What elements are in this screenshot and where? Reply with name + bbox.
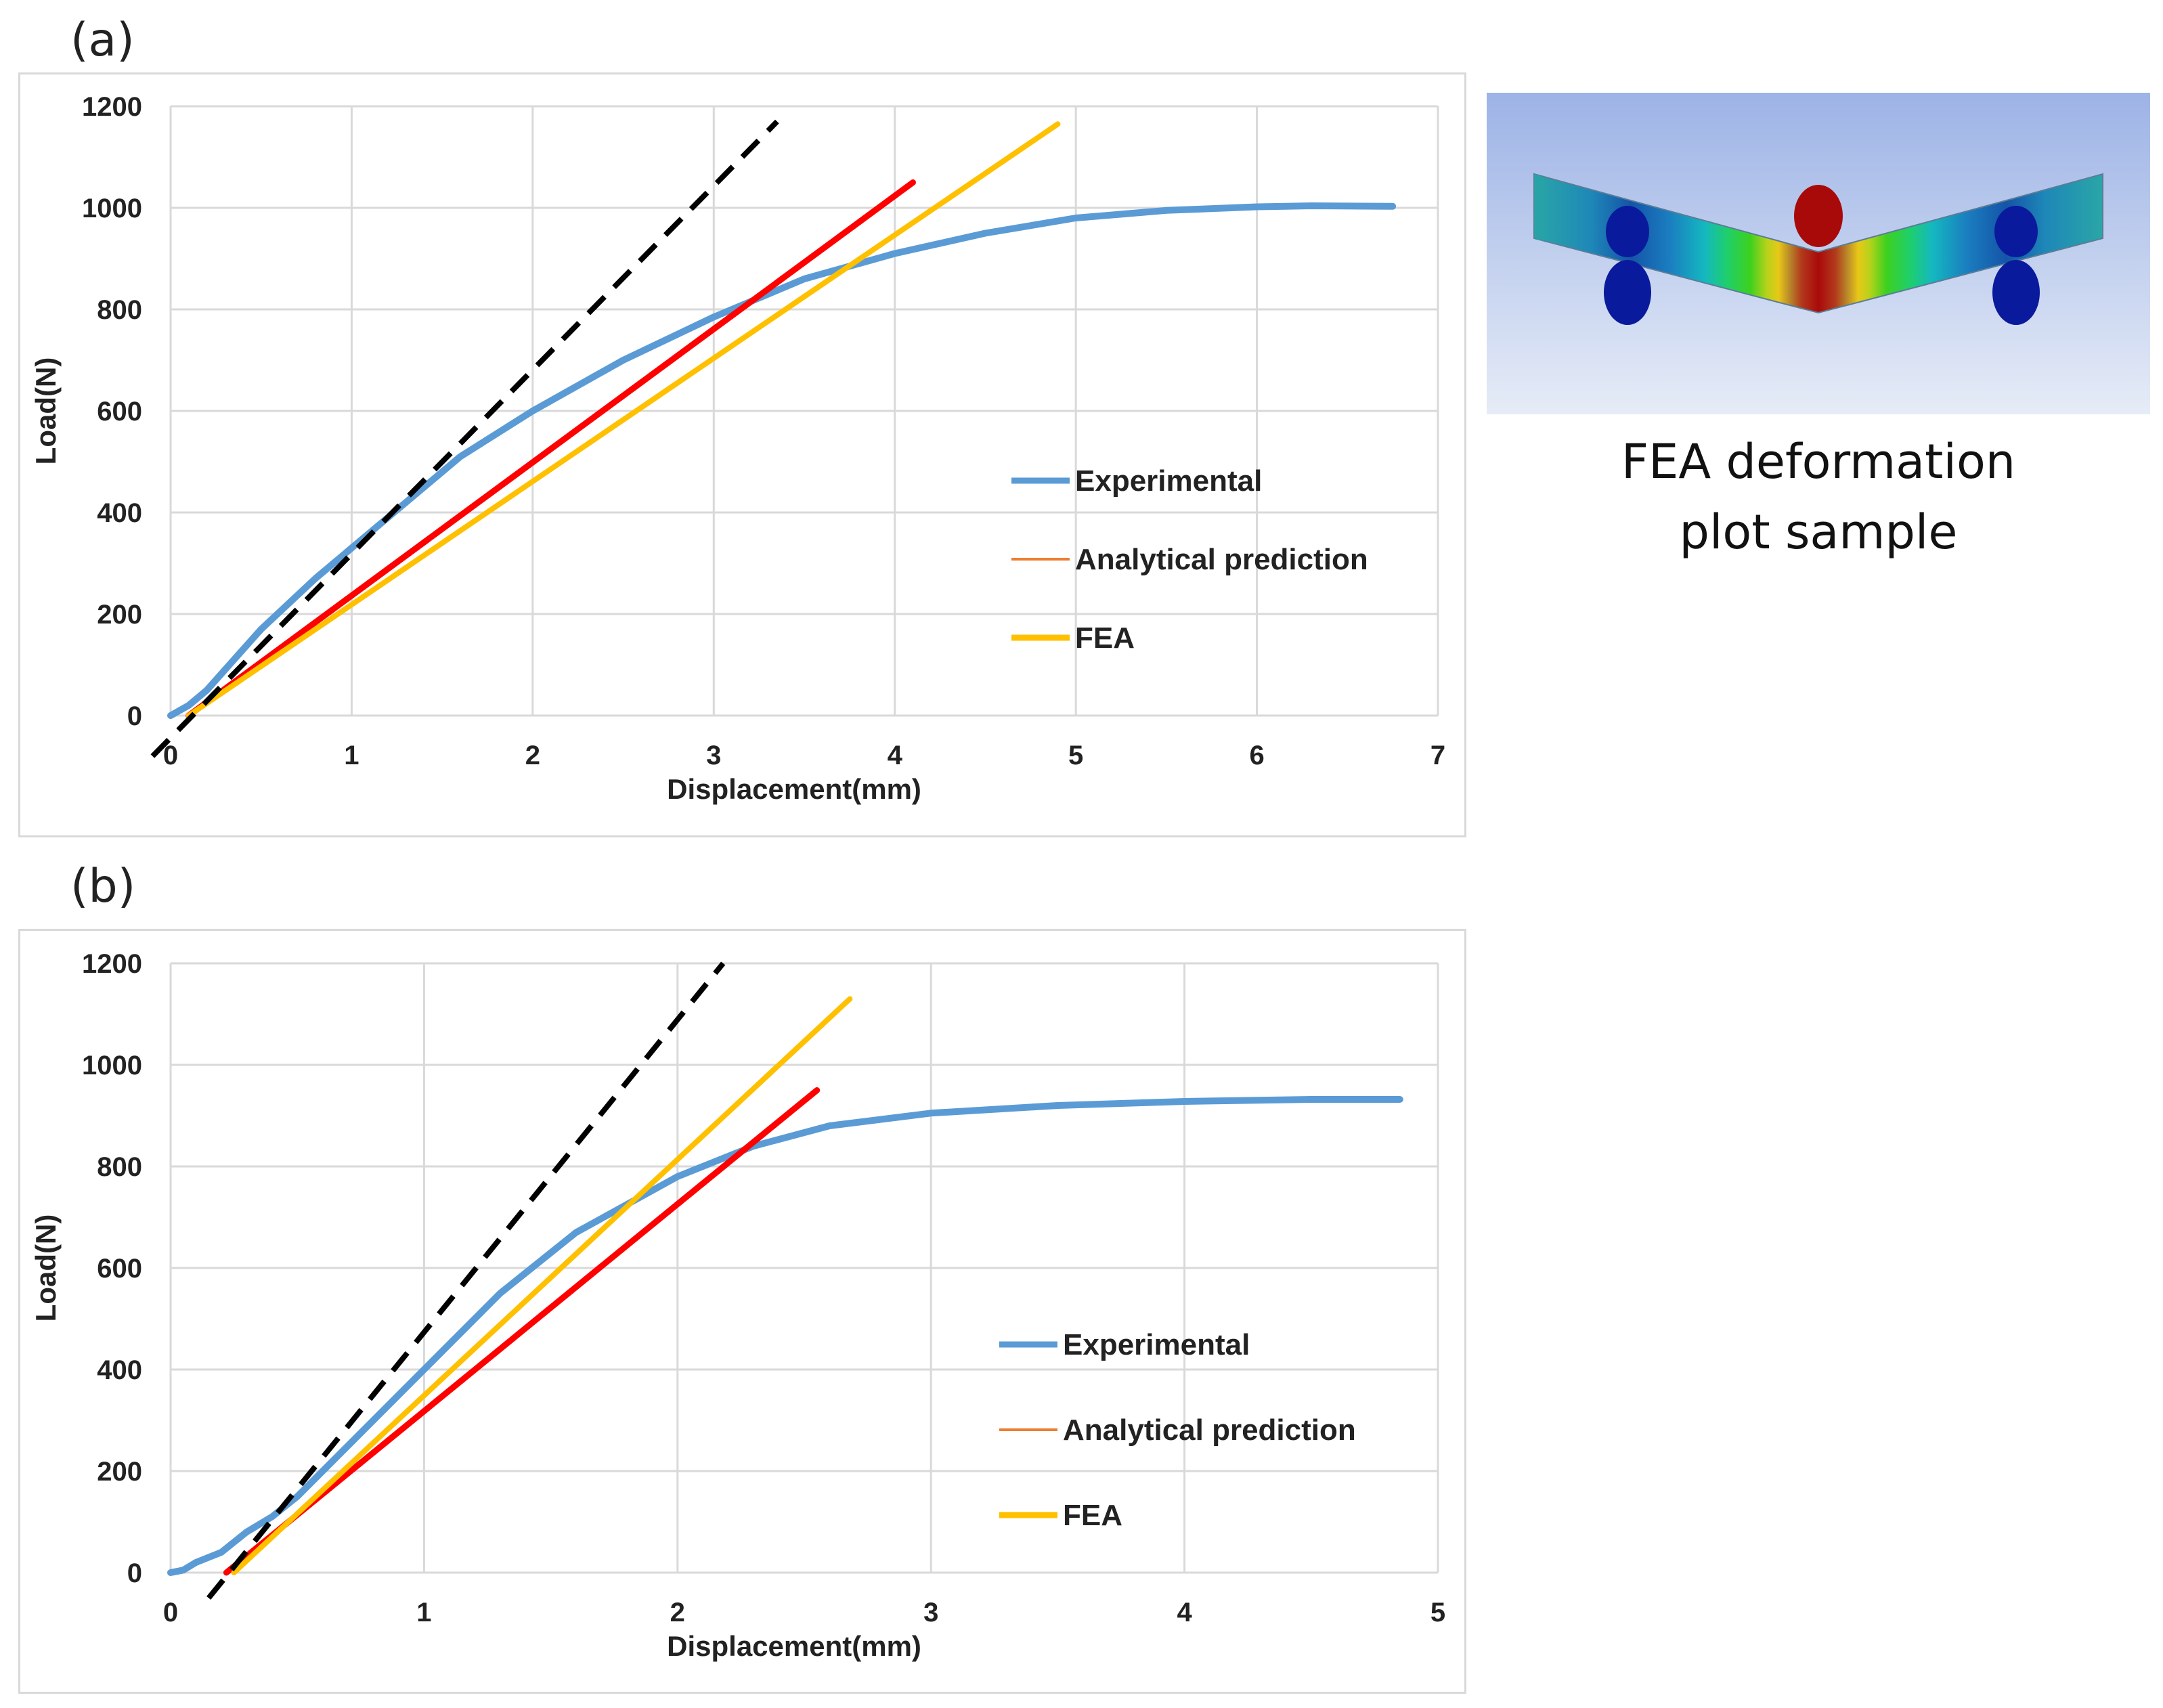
legend-label-analytical-line: Analytical prediction: [1063, 1414, 1356, 1447]
chart-b-legend: Experimental Analytical prediction FEA: [999, 1328, 1356, 1532]
legend-label-analytical-line: Analytical prediction: [1075, 543, 1368, 576]
chart-b-tick-labels: 0 1 2 3 4 5 0 200 400 600 800 1000 1200: [82, 949, 1445, 1627]
y-tick-label: 1200: [82, 949, 142, 979]
right-support-top: [1994, 206, 2038, 257]
x-tick-label: 0: [163, 1598, 178, 1627]
chart-b-series-analytical-line: [223, 1087, 821, 1576]
chart-b-x-axis-title: Displacement(mm): [667, 1630, 921, 1662]
x-tick-label: 5: [1068, 741, 1083, 770]
fea-deformation-image: [1487, 93, 2150, 414]
right-support-roller: [1992, 260, 2040, 325]
legend-label-experimental: Experimental: [1075, 464, 1262, 498]
legend-label-fea: FEA: [1075, 621, 1135, 655]
chart-a-grid: [169, 105, 1439, 717]
chart-b-y-axis-title: Load(N): [30, 1214, 62, 1322]
fea-caption-line1: FEA deformation: [1621, 434, 2016, 489]
chart-a-series-experimental: [167, 202, 1397, 719]
chart-a-legend: Experimental Analytical prediction FEA: [1011, 464, 1368, 655]
y-tick-label: 0: [127, 1558, 142, 1588]
chart-b-series-stiffness-tangent: [206, 961, 726, 1600]
y-tick-label: 400: [97, 1355, 142, 1385]
y-tick-label: 1200: [82, 92, 142, 122]
x-tick-label: 1: [416, 1598, 431, 1627]
x-tick-label: 6: [1249, 741, 1264, 770]
y-tick-label: 0: [127, 701, 142, 731]
left-support-top: [1606, 206, 1649, 257]
fea-caption-line2: plot sample: [1679, 504, 1958, 560]
chart-a-series-analytical-line: [185, 179, 916, 719]
x-tick-label: 5: [1430, 1598, 1445, 1627]
chart-b-frame: [18, 929, 1466, 1694]
x-tick-label: 4: [1177, 1598, 1192, 1627]
y-tick-label: 600: [97, 397, 142, 426]
y-tick-label: 200: [97, 1457, 142, 1487]
y-tick-label: 200: [97, 600, 142, 630]
left-support-roller: [1604, 260, 1651, 325]
legend-label-fea: FEA: [1063, 1499, 1122, 1532]
loading-pin: [1794, 185, 1843, 247]
chart-a-series-fea: [185, 121, 1061, 718]
x-tick-label: 2: [525, 741, 540, 770]
y-tick-label: 1000: [82, 194, 142, 223]
chart-b-grid: [169, 962, 1439, 1574]
x-tick-label: 7: [1430, 741, 1445, 770]
panel-label-a: (a): [70, 14, 135, 67]
x-tick-label: 3: [706, 741, 721, 770]
panel-label-b: (b): [70, 860, 136, 913]
x-tick-label: 2: [670, 1598, 685, 1627]
chart-a-series-stiffness-tangent: [150, 119, 779, 758]
x-tick-label: 0: [163, 741, 178, 770]
chart-a-tick-labels: 0 1 2 3 4 5 6 7 0 200 400 600 800 1000 1200: [82, 92, 1445, 770]
x-tick-label: 3: [923, 1598, 938, 1627]
x-tick-label: 1: [344, 741, 359, 770]
y-tick-label: 800: [97, 295, 142, 325]
fea-caption: FEA deformation plot sample: [1487, 426, 2150, 567]
y-tick-label: 600: [97, 1254, 142, 1284]
y-tick-label: 1000: [82, 1051, 142, 1080]
chart-a-frame: [18, 72, 1466, 837]
chart-b-series-fea: [231, 996, 853, 1575]
legend-label-experimental: Experimental: [1063, 1328, 1250, 1361]
y-tick-label: 400: [97, 498, 142, 528]
x-tick-label: 4: [888, 741, 903, 770]
chart-a-x-axis-title: Displacement(mm): [667, 773, 921, 805]
y-tick-label: 800: [97, 1152, 142, 1182]
chart-a-y-axis-title: Load(N): [30, 357, 62, 465]
chart-b-series-experimental: [167, 1096, 1403, 1576]
